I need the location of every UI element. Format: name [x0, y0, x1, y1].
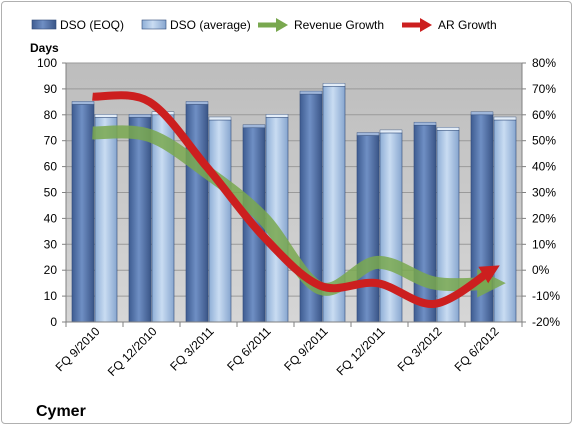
bar-dso-average [493, 119, 517, 323]
x-tick-label: FQ 12/2011 [334, 324, 388, 378]
y-tick-label: 0 [50, 315, 57, 329]
y2-tick-label: -20% [532, 315, 560, 329]
legend-swatch-arrow [276, 18, 288, 32]
legend-label: Revenue Growth [294, 18, 384, 32]
y-tick-label: 90 [44, 82, 58, 96]
bar-cap [322, 83, 346, 87]
y2-tick-label: 60% [532, 108, 556, 122]
bar-dso-average [94, 117, 118, 323]
bar-cap [356, 132, 380, 136]
y2-tick-label: 50% [532, 134, 556, 148]
y-tick-label: 10 [44, 289, 58, 303]
bar-cap [242, 124, 266, 128]
x-tick-label: FQ 3/2012 [395, 324, 445, 374]
x-tick-label: FQ 6/2012 [452, 324, 502, 374]
y2-tick-label: -10% [532, 289, 560, 303]
legend-label: AR Growth [438, 18, 497, 32]
legend-swatch [141, 19, 167, 30]
y2-tick-label: 70% [532, 82, 556, 96]
bar-cap [71, 101, 95, 105]
y2-tick-label: 10% [532, 237, 556, 251]
bar-cap [493, 116, 517, 121]
legend-swatch [31, 19, 57, 30]
ar-growth-line [92, 91, 500, 308]
y2-tick-label: 80% [532, 56, 556, 70]
bar-dso-eoq [128, 117, 152, 323]
legend-label: DSO (EOQ) [60, 18, 124, 32]
revenue-growth-line [92, 125, 506, 298]
y-tick-label: 30 [44, 237, 58, 251]
company-name: Cymer [36, 403, 86, 420]
bar-dso-eoq [470, 114, 494, 323]
y-tick-label: 70 [44, 134, 58, 148]
bar-dso-eoq [413, 124, 437, 323]
y-tick-label: 40 [44, 211, 58, 225]
y-tick-label: 50 [44, 186, 58, 200]
bar-dso-eoq [71, 104, 95, 323]
legend: DSO (EOQ) DSO (average) Revenue Growth AR G… [31, 18, 497, 32]
bar-cap [128, 114, 152, 118]
bar-dso-eoq [356, 135, 380, 323]
y-tick-label: 60 [44, 160, 58, 174]
y-tick-label: 20 [44, 263, 58, 277]
growth-lines [92, 91, 506, 308]
y-axis-title: Days [30, 41, 59, 55]
bar-cap [379, 129, 403, 134]
bar-cap [208, 116, 232, 121]
bar-cap [94, 114, 118, 118]
bar-cap [265, 114, 289, 118]
y2-tick-label: 40% [532, 160, 556, 174]
y-tick-label: 80 [44, 108, 58, 122]
legend-swatch-arrow [420, 18, 432, 32]
y2-tick-label: 20% [532, 211, 556, 225]
y-tick-label: 100 [37, 56, 57, 70]
bars [71, 83, 517, 323]
y2-tick-label: 30% [532, 186, 556, 200]
x-tick-label: FQ 6/2011 [224, 324, 274, 374]
legend-label: DSO (average) [170, 18, 251, 32]
y2-tick-label: 0% [532, 263, 550, 277]
bar-dso-average [208, 119, 232, 323]
bar-cap [436, 127, 460, 131]
bar-cap [470, 111, 494, 116]
bar-cap [413, 121, 437, 126]
x-tick-label: FQ 9/2010 [53, 324, 103, 374]
bar-dso-eoq [185, 104, 209, 323]
x-tick-label: FQ 3/2011 [167, 324, 217, 374]
x-tick-label: FQ 9/2011 [281, 324, 331, 374]
bar-cap [185, 101, 209, 105]
bar-cap [299, 90, 323, 95]
x-tick-label: FQ 12/2010 [105, 324, 160, 379]
